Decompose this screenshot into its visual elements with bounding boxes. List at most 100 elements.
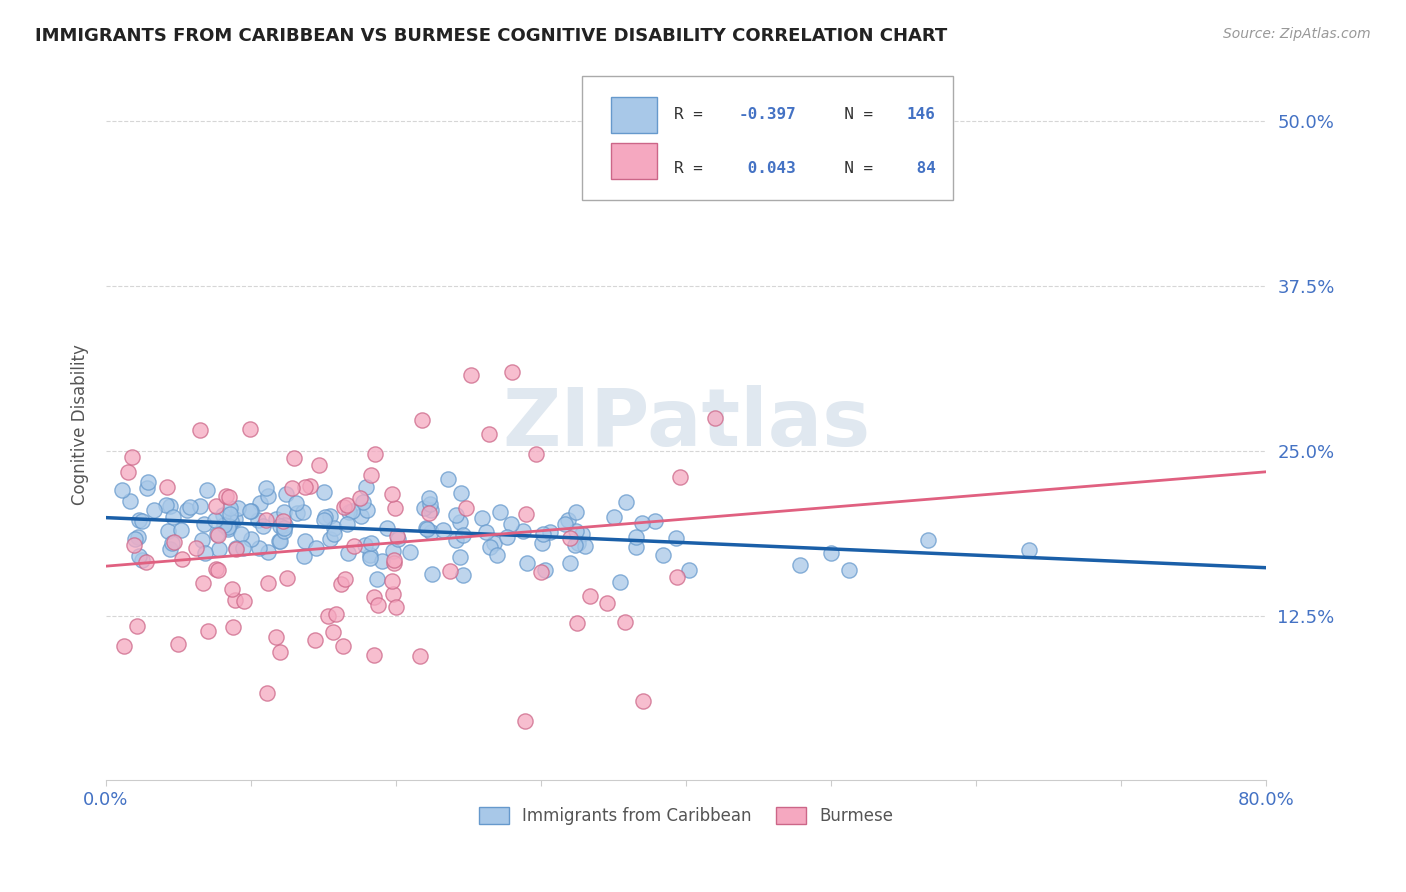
Point [603, 510, 626, 524]
Point [564, 505, 586, 519]
Point [124, 533, 146, 547]
Point [292, 549, 315, 564]
Point [384, 500, 406, 515]
Point [349, 491, 371, 505]
Point [354, 480, 377, 494]
Point [276, 487, 298, 501]
Point [416, 522, 439, 536]
Point [420, 566, 443, 581]
Point [631, 516, 654, 531]
Point [219, 508, 242, 522]
Point [156, 480, 179, 494]
Point [350, 508, 373, 523]
Text: IMMIGRANTS FROM CARIBBEAN VS BURMESE COGNITIVE DISABILITY CORRELATION CHART: IMMIGRANTS FROM CARIBBEAN VS BURMESE COG… [35, 27, 948, 45]
Point [624, 530, 647, 544]
Point [418, 491, 440, 505]
Point [399, 545, 422, 559]
Point [226, 501, 249, 516]
Point [257, 575, 280, 590]
Point [415, 521, 437, 535]
Point [212, 508, 235, 523]
Point [336, 498, 359, 512]
Point [318, 608, 340, 623]
Point [160, 536, 183, 550]
Point [280, 482, 302, 496]
Point [159, 542, 181, 557]
Point [254, 513, 277, 527]
Point [257, 489, 280, 503]
Point [269, 645, 291, 659]
Point [205, 500, 228, 514]
Point [294, 480, 316, 494]
Point [292, 505, 315, 519]
Point [554, 517, 576, 532]
Point [112, 639, 135, 653]
Point [613, 615, 636, 630]
Point [166, 636, 188, 650]
Point [419, 502, 441, 516]
Point [225, 541, 247, 555]
Point [193, 576, 215, 591]
Point [269, 534, 291, 549]
Point [418, 506, 440, 520]
Point [360, 536, 382, 550]
Point [610, 153, 633, 168]
Point [678, 563, 700, 577]
Point [595, 596, 617, 610]
Point [432, 524, 454, 538]
Point [252, 518, 274, 533]
Point [218, 500, 240, 515]
Text: N =: N = [825, 161, 883, 176]
Text: R =: R = [675, 107, 713, 122]
Point [218, 519, 240, 533]
Point [205, 562, 228, 576]
Point [482, 536, 505, 550]
Point [256, 686, 278, 700]
Point [489, 505, 512, 519]
Text: 146: 146 [907, 107, 935, 122]
Point [917, 533, 939, 547]
Point [188, 423, 211, 437]
Point [408, 648, 430, 663]
Point [212, 517, 235, 532]
Point [382, 556, 405, 570]
Point [385, 600, 408, 615]
Point [704, 410, 727, 425]
Point [283, 451, 305, 466]
Point [359, 551, 381, 566]
FancyBboxPatch shape [582, 76, 953, 200]
Point [247, 541, 270, 556]
Point [276, 571, 298, 585]
Point [367, 598, 389, 612]
Point [135, 555, 157, 569]
Point [485, 548, 508, 562]
Point [239, 422, 262, 436]
Point [382, 553, 405, 567]
Point [564, 524, 586, 538]
Point [257, 544, 280, 558]
Point [382, 587, 405, 601]
Point [381, 544, 404, 558]
Point [353, 495, 375, 509]
Point [138, 475, 160, 489]
Point [314, 510, 336, 524]
Point [121, 450, 143, 464]
Point [363, 648, 385, 662]
Point [558, 531, 581, 545]
Point [578, 590, 600, 604]
Point [271, 514, 294, 528]
Point [359, 549, 381, 563]
Point [626, 540, 648, 554]
Point [616, 495, 638, 509]
Point [312, 512, 335, 526]
Point [233, 594, 256, 608]
Point [322, 624, 344, 639]
Point [356, 503, 378, 517]
Point [516, 556, 538, 570]
Point [136, 481, 159, 495]
Point [120, 493, 142, 508]
Point [193, 517, 215, 532]
Point [239, 532, 262, 546]
Y-axis label: Cognitive Disability: Cognitive Disability [72, 344, 89, 505]
Point [322, 521, 344, 535]
